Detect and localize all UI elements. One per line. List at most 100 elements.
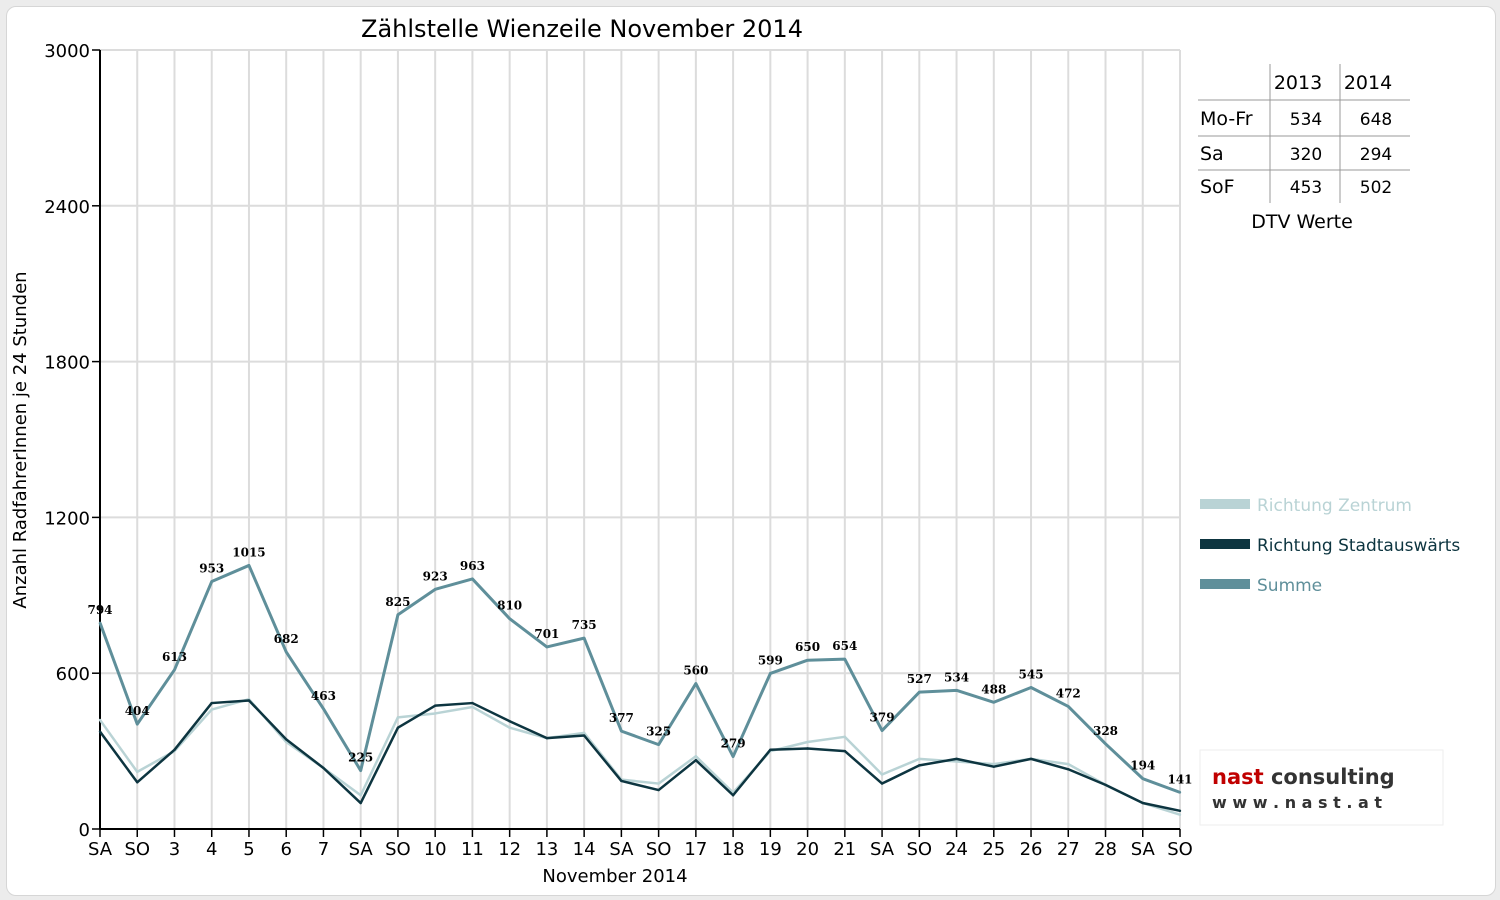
x-tick-label: 18 [722, 839, 745, 860]
data-point [1104, 783, 1107, 787]
dtv-row-label: Sa [1200, 143, 1224, 165]
data-point [508, 726, 511, 729]
data-point [210, 701, 213, 705]
data-label: 810 [497, 599, 522, 613]
data-point [843, 749, 847, 753]
data-point [359, 794, 362, 797]
x-tick-label: 11 [461, 839, 484, 860]
data-label: 953 [199, 562, 224, 576]
legend-swatch [1200, 579, 1250, 589]
data-label: 472 [1056, 686, 1081, 700]
data-point [471, 705, 474, 709]
y-tick-label: 2400 [44, 197, 90, 218]
data-label: 225 [348, 751, 373, 765]
dtv-header-2013: 2013 [1274, 72, 1322, 94]
data-label: 545 [1019, 667, 1044, 681]
data-point [396, 716, 400, 719]
data-label: 279 [721, 737, 746, 751]
x-tick-label: SA [609, 839, 634, 860]
data-point [322, 766, 325, 770]
data-label: 488 [981, 682, 1006, 696]
data-point [955, 757, 958, 761]
data-point [1067, 705, 1070, 708]
data-point [620, 729, 623, 733]
x-tick-labels: SA SO 3 4 5 6 7 SA SO 10 11 12 13 14 SA SO 17 18 19 20 21 SA S… [88, 839, 1193, 860]
data-point [955, 760, 958, 763]
data-point [694, 755, 698, 758]
data-point [806, 747, 809, 750]
data-point [433, 704, 437, 707]
data-point [285, 738, 288, 741]
data-label: 379 [870, 711, 895, 725]
y-tick-label: 1200 [44, 508, 90, 529]
data-point [694, 682, 698, 685]
data-point [620, 779, 623, 783]
data-label: 328 [1093, 724, 1118, 738]
data-point [955, 689, 958, 692]
data-point [508, 617, 511, 620]
x-tick-label: 6 [280, 839, 291, 860]
data-label: 923 [423, 569, 448, 583]
chart-title: Zählstelle Wienzeile November 2014 [361, 15, 803, 43]
data-point [843, 657, 847, 661]
data-label: 560 [683, 664, 708, 678]
data-point [136, 781, 139, 784]
y-tick-label: 1800 [44, 353, 90, 374]
data-point [396, 613, 400, 616]
data-point [582, 734, 586, 737]
dtv-row-label: SoF [1200, 176, 1235, 198]
data-point [918, 764, 921, 767]
legend-swatch [1200, 539, 1250, 549]
x-tick-label: SO [1167, 839, 1193, 860]
data-point [806, 659, 809, 662]
data-label: 404 [125, 704, 150, 718]
x-tick-label: SO [385, 839, 411, 860]
x-tick-label: 17 [684, 839, 707, 860]
data-point [880, 782, 884, 785]
data-point [359, 801, 362, 805]
data-point [433, 588, 437, 591]
data-point [508, 720, 511, 723]
data-point [545, 736, 549, 740]
data-point [285, 650, 288, 654]
data-point [1141, 801, 1144, 805]
data-label: 463 [311, 689, 336, 703]
data-point [210, 708, 213, 711]
dtv-caption: DTV Werte [1251, 211, 1353, 233]
x-tick-label: 21 [833, 839, 856, 860]
data-point [173, 668, 176, 672]
data-point [694, 758, 698, 762]
data-point [992, 762, 995, 766]
data-label: 735 [572, 618, 597, 632]
logo-line2: w w w . n a s t . a t [1212, 793, 1382, 812]
data-point [806, 740, 809, 744]
data-point [210, 580, 213, 583]
x-tick-label: 3 [169, 839, 180, 860]
data-point [918, 757, 921, 761]
x-tick-label: SA [1131, 839, 1156, 860]
data-label: 194 [1130, 759, 1155, 773]
x-tick-label: 27 [1057, 839, 1080, 860]
data-point [396, 726, 400, 729]
nast-consulting-logo: nast consulting w w w . n a s t . a t [1199, 749, 1444, 826]
data-label: 654 [832, 639, 857, 653]
data-point [98, 621, 102, 625]
data-point [136, 770, 139, 774]
data-label: 682 [274, 632, 299, 646]
data-point [136, 722, 139, 726]
data-point [247, 699, 251, 702]
data-point [1029, 686, 1033, 689]
x-tick-label: 26 [1020, 839, 1043, 860]
data-point [471, 701, 474, 705]
dtv-row-label: Mo-Fr [1200, 108, 1253, 130]
legend-label: Summe [1257, 576, 1322, 596]
data-point [992, 765, 995, 768]
data-label: 1015 [232, 545, 265, 559]
x-tick-label: 4 [206, 839, 217, 860]
x-tick-label: 7 [318, 839, 329, 860]
data-point [98, 718, 102, 722]
dtv-cell: 453 [1290, 178, 1322, 198]
data-point [247, 564, 251, 567]
series-lines [98, 563, 1182, 816]
